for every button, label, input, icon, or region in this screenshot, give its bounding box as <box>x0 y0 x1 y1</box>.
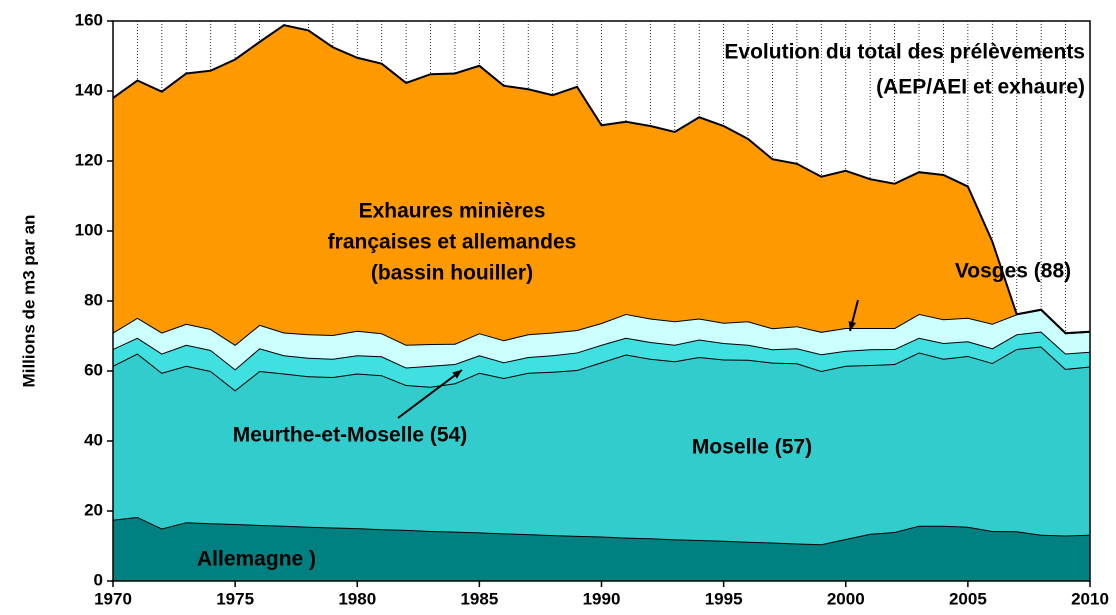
y-tick-label: 40 <box>84 430 103 449</box>
x-tick-label: 1970 <box>94 589 132 608</box>
x-tick-label: 1975 <box>216 589 254 608</box>
y-tick-label: 120 <box>75 150 103 169</box>
y-axis-label: Millions de m3 par an <box>19 215 38 388</box>
area <box>113 331 1090 391</box>
series-label: Vosges (88) <box>955 260 1071 283</box>
x-tick-label: 1995 <box>705 589 743 608</box>
x-tick-label: 2000 <box>827 589 865 608</box>
series-label: (bassin houiller) <box>371 262 533 285</box>
pointer-arrow <box>397 369 463 419</box>
x-tick-label: 2010 <box>1071 589 1109 608</box>
x-tick-label: 2005 <box>949 589 987 608</box>
y-tick-label: 0 <box>94 570 103 589</box>
area-outline <box>112 24 1091 335</box>
area <box>113 516 1090 581</box>
x-tick-label: 1990 <box>583 589 621 608</box>
series-label: françaises et allemandes <box>328 231 577 254</box>
x-tick-label: 1980 <box>338 589 376 608</box>
area <box>113 309 1090 370</box>
arrow-head <box>848 321 857 331</box>
y-tick-label: 100 <box>75 220 103 239</box>
series-label: Exhaures minières <box>359 200 546 223</box>
y-tick-label: 140 <box>75 80 103 99</box>
series-label: Allemagne ) <box>197 548 316 571</box>
chart-title: Evolution du total des prélèvements <box>724 41 1085 64</box>
y-tick-label: 20 <box>84 500 103 519</box>
arrow-head <box>452 370 462 379</box>
series-label: Meurthe-et-Moselle (54) <box>233 424 468 447</box>
series-label: Moselle (57) <box>692 436 812 459</box>
area <box>113 346 1090 545</box>
y-tick-label: 160 <box>75 10 103 29</box>
x-tick-label: 1985 <box>460 589 498 608</box>
area <box>113 25 1090 345</box>
y-tick-label: 80 <box>84 290 103 309</box>
y-tick-label: 60 <box>84 360 103 379</box>
chart-title: (AEP/AEI et exhaure) <box>876 76 1085 99</box>
